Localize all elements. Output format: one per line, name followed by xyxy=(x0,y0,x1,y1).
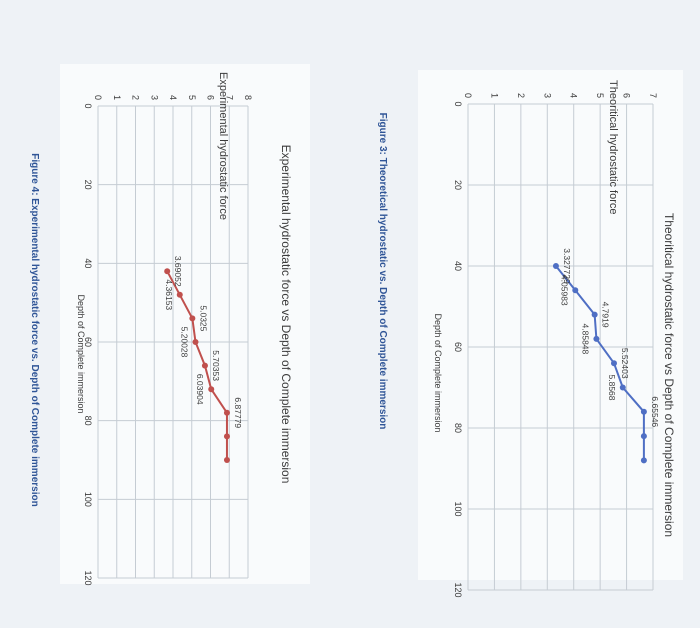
data-point xyxy=(176,291,183,298)
chart-panel xyxy=(418,70,683,580)
x-tick-label: 60 xyxy=(453,342,463,352)
data-label: 6.03904 xyxy=(195,374,205,405)
data-label: 5.20028 xyxy=(180,327,190,358)
y-tick-label: 8 xyxy=(243,95,253,100)
data-point xyxy=(591,311,598,318)
x-tick-label: 120 xyxy=(453,582,463,597)
x-tick-label: 60 xyxy=(83,337,93,347)
y-tick-label: 7 xyxy=(224,95,234,100)
y-axis-label: Experimental hydrostatic force xyxy=(217,72,229,220)
y-tick-label: 3 xyxy=(149,95,159,100)
data-point xyxy=(572,287,579,294)
data-point xyxy=(164,268,171,275)
x-axis-label: Depth of Complete immersion xyxy=(76,294,86,413)
y-tick-label: 6 xyxy=(622,93,632,98)
data-label: 3.327729 xyxy=(562,248,572,284)
data-label: 4.85848 xyxy=(580,324,590,355)
figure3-caption: Figure 3: Theoretical hydrostatic vs. De… xyxy=(377,113,388,430)
data-point xyxy=(223,409,230,416)
y-tick-label: 0 xyxy=(93,95,103,100)
data-label: 6.65546 xyxy=(650,396,660,427)
data-point xyxy=(223,457,230,463)
data-point xyxy=(619,384,626,391)
data-label: 5.0325 xyxy=(198,305,208,331)
x-tick-label: 100 xyxy=(453,501,463,516)
data-label: 5.8568 xyxy=(607,375,617,401)
y-tick-label: 5 xyxy=(595,93,605,98)
data-point xyxy=(201,362,208,369)
chart-title: Experimental hydrostatic force vs Depth … xyxy=(279,145,293,484)
y-tick-label: 4 xyxy=(569,93,579,98)
x-tick-label: 40 xyxy=(83,258,93,268)
data-label: 3.69052 xyxy=(173,256,183,287)
data-point xyxy=(223,433,230,440)
data-point xyxy=(208,386,215,393)
figure4-caption: Figure 4: Experimental hydrostatic force… xyxy=(29,153,40,506)
chart-theoretical: Theoritical hydrostatic force vs Depth o… xyxy=(418,70,683,598)
data-label: 4.36153 xyxy=(164,279,174,310)
data-label: 4.05983 xyxy=(559,275,569,306)
x-tick-label: 0 xyxy=(83,103,93,108)
data-point xyxy=(189,315,196,322)
y-tick-label: 2 xyxy=(516,93,526,98)
x-tick-label: 40 xyxy=(453,261,463,271)
x-tick-label: 80 xyxy=(83,416,93,426)
data-label: 5.70353 xyxy=(211,350,221,381)
data-point xyxy=(593,335,600,342)
x-tick-label: 100 xyxy=(83,492,93,507)
x-tick-label: 20 xyxy=(453,180,463,190)
y-tick-label: 6 xyxy=(206,95,216,100)
x-tick-label: 80 xyxy=(453,423,463,433)
data-point xyxy=(610,360,617,367)
x-tick-label: 20 xyxy=(83,180,93,190)
y-axis-label: Theoritical hydrostatic force xyxy=(607,80,619,215)
y-tick-label: 0 xyxy=(463,93,473,98)
y-tick-label: 3 xyxy=(542,93,552,98)
data-point xyxy=(552,263,559,269)
data-point xyxy=(640,457,647,464)
chart-experimental: Experimental hydrostatic force vs Depth … xyxy=(60,64,310,586)
y-tick-label: 7 xyxy=(648,93,658,98)
y-tick-label: 4 xyxy=(168,95,178,100)
y-tick-label: 5 xyxy=(187,95,197,100)
chart-title: Theoritical hydrostatic force vs Depth o… xyxy=(662,213,676,537)
y-tick-label: 1 xyxy=(112,95,122,100)
data-label: 4.7919 xyxy=(601,302,611,328)
x-tick-label: 0 xyxy=(453,101,463,106)
data-point xyxy=(192,339,199,345)
data-label: 5.52403 xyxy=(620,348,630,379)
data-label: 6.87779 xyxy=(233,397,243,428)
x-axis-label: Depth of Complete immersion xyxy=(433,313,443,432)
x-tick-label: 120 xyxy=(83,570,93,585)
data-point xyxy=(640,433,647,440)
y-tick-label: 1 xyxy=(489,93,499,98)
data-point xyxy=(640,408,647,415)
y-tick-label: 2 xyxy=(131,95,141,100)
